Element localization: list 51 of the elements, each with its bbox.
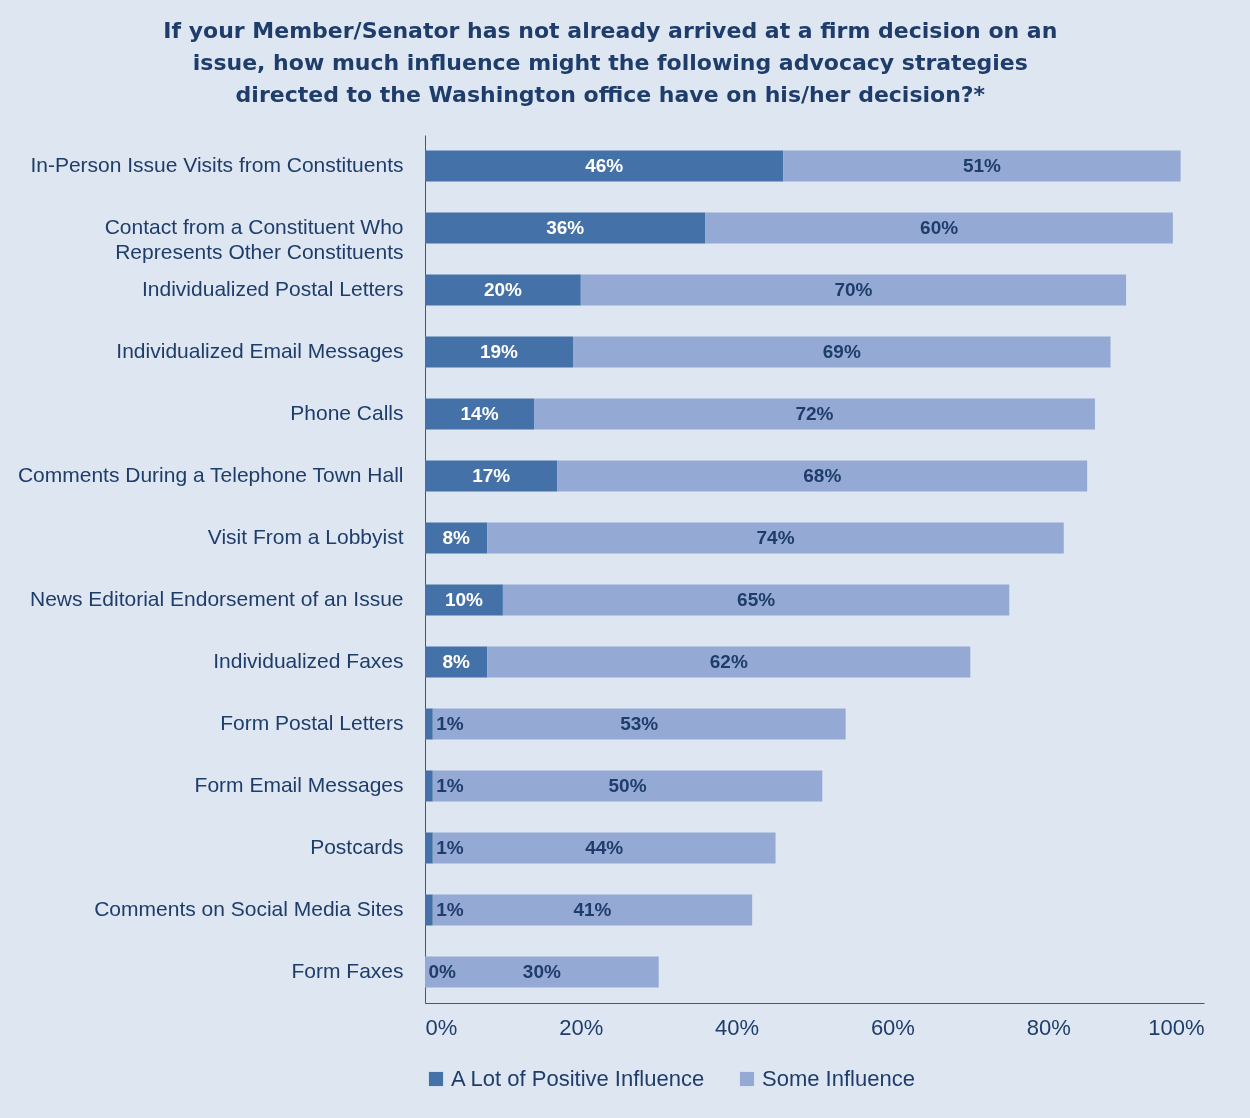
text: 70%: [834, 279, 873, 300]
text: 1%: [436, 775, 464, 796]
x-tick-label: 40%: [715, 1014, 760, 1040]
y-tick-label: Form Faxes: [291, 959, 404, 982]
text: 8%: [442, 651, 470, 672]
text: 62%: [709, 651, 748, 672]
text: 60%: [920, 217, 959, 238]
y-tick-label: Form Postal Letters: [220, 711, 404, 734]
text: 74%: [756, 527, 795, 548]
y-tick-label: Contact from a Constituent Who Represents Other Constituents: [104, 215, 404, 263]
legend-label: Some Influence: [762, 1066, 915, 1091]
text: 0%: [428, 961, 456, 982]
text: 8%: [442, 527, 470, 548]
text: 17%: [472, 465, 511, 486]
y-tick-label: Comments on Social Media Sites: [94, 897, 404, 920]
text: 65%: [737, 589, 776, 610]
text: 50%: [608, 775, 647, 796]
text: 41%: [573, 899, 612, 920]
y-tick-label: Individualized Faxes: [213, 649, 404, 672]
text: 72%: [795, 403, 834, 424]
x-tick-label: 0%: [425, 1014, 458, 1040]
text: 10%: [444, 589, 483, 610]
text: 53%: [620, 713, 659, 734]
text: 46%: [585, 155, 624, 176]
text: 1%: [436, 899, 464, 920]
y-tick-label: Individualized Postal Letters: [142, 277, 404, 300]
text: 51%: [962, 155, 1001, 176]
y-tick-label: News Editorial Endorsement of an Issue: [29, 587, 404, 610]
text: 36%: [546, 217, 585, 238]
x-tick-label: 60%: [870, 1014, 915, 1040]
x-tick-label: 20%: [559, 1014, 604, 1040]
text: 1%: [436, 713, 464, 734]
chart-title: If your Member/Senator has not already arrived at a firm decision on an issue, how much influence might the following advocacy strategies directed to the Washington office have on his/her decision?*: [163, 18, 1058, 107]
legend-label: A Lot of Positive Influence: [451, 1066, 705, 1091]
text: 14%: [460, 403, 499, 424]
x-tick-label: 100%: [1148, 1014, 1205, 1040]
y-tick-label: Postcards: [310, 835, 404, 858]
y-tick-label: In-Person Issue Visits from Constituents: [30, 153, 404, 176]
text: 30%: [522, 961, 561, 982]
y-tick-label: Visit From a Lobbyist: [207, 525, 404, 548]
x-tick-label: 80%: [1026, 1014, 1071, 1040]
text: 1%: [436, 837, 464, 858]
text: 44%: [585, 837, 624, 858]
y-tick-label: Form Email Messages: [194, 773, 404, 796]
text: 19%: [479, 341, 519, 362]
y-tick-label: Phone Calls: [290, 401, 404, 424]
text: 69%: [822, 341, 861, 362]
text: 20%: [483, 279, 522, 300]
text: 68%: [803, 465, 842, 486]
y-tick-label: Comments During a Telephone Town Hall: [17, 463, 404, 486]
y-tick-label: Individualized Email Messages: [116, 339, 404, 362]
